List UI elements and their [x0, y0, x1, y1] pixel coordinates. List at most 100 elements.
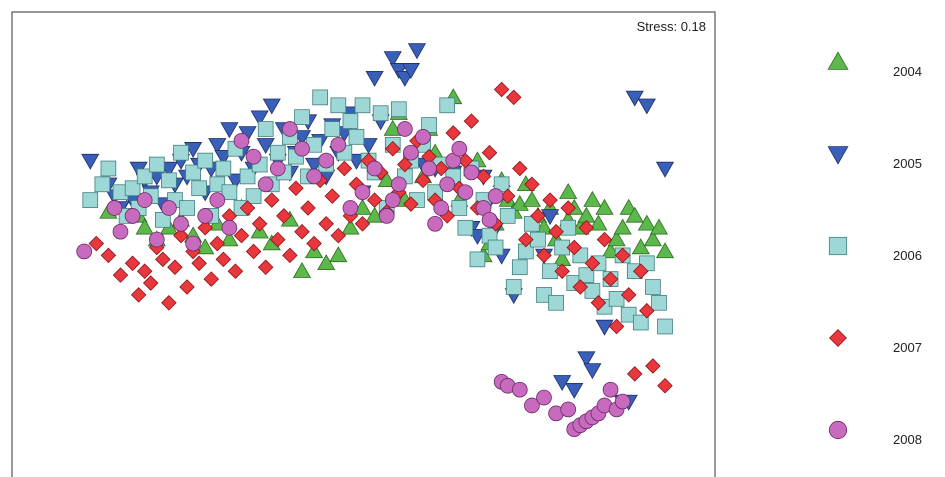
data-point-2008: [161, 200, 177, 216]
data-point-2005: [565, 382, 584, 399]
data-point-2008: [536, 389, 552, 406]
data-point-2007: [167, 259, 183, 276]
data-point-2005: [220, 122, 239, 139]
data-point-2006: [257, 121, 274, 137]
data-point-2008: [390, 176, 407, 193]
data-point-2008: [294, 140, 310, 157]
data-point-2008: [457, 184, 474, 201]
data-point-2008: [197, 208, 214, 224]
data-point-2005: [208, 138, 227, 155]
data-point-2006: [191, 180, 207, 197]
data-point-2006: [560, 219, 577, 236]
data-point-2006: [148, 156, 165, 173]
data-point-2006: [94, 176, 111, 193]
data-point-2005: [347, 153, 366, 170]
data-point-2008: [185, 235, 201, 252]
data-point-2006: [584, 283, 601, 299]
data-point-2007: [620, 287, 637, 303]
data-point-2004: [589, 214, 608, 231]
data-point-2004: [613, 218, 632, 235]
data-point-2008: [209, 192, 226, 208]
data-point-2008: [487, 188, 504, 204]
data-point-2006: [342, 113, 359, 129]
data-point-2007: [239, 200, 256, 216]
data-point-2005: [359, 138, 378, 155]
data-point-2004: [607, 230, 626, 247]
data-point-2007: [233, 227, 250, 244]
data-point-2008: [463, 164, 480, 181]
data-point-2007: [493, 81, 510, 98]
data-point-2008: [511, 381, 528, 398]
data-point-2007: [505, 89, 522, 106]
data-point-2004: [220, 230, 239, 247]
data-point-2008: [481, 212, 498, 228]
data-point-2008: [221, 219, 238, 236]
data-point-2007: [584, 255, 601, 272]
data-point-2008: [269, 160, 286, 177]
data-point-2007: [602, 271, 619, 287]
legend-item-2004: 2004: [827, 51, 922, 79]
data-point-2008: [124, 208, 141, 224]
data-point-2005: [655, 161, 675, 178]
data-point-2008: [233, 133, 250, 149]
data-point-2007: [336, 160, 353, 177]
data-point-2006: [324, 121, 341, 137]
data-point-2007: [155, 251, 171, 268]
data-point-2008: [354, 184, 371, 201]
data-point-2007: [614, 247, 631, 264]
data-point-2008: [384, 192, 401, 208]
legend-label-2004: 2004: [893, 64, 922, 79]
data-point-2008: [397, 121, 413, 137]
data-point-2006: [124, 180, 141, 197]
data-point-2005: [159, 161, 178, 178]
data-point-2008: [173, 215, 189, 232]
data-point-2006: [578, 267, 595, 283]
data-point-2005: [468, 228, 487, 245]
data-point-2007: [130, 287, 147, 303]
data-point-2006: [197, 152, 214, 169]
data-point-2005: [553, 375, 572, 392]
data-point-2006: [312, 89, 328, 106]
data-point-2004: [329, 246, 348, 263]
data-point-2004: [631, 238, 650, 255]
data-point-2007: [270, 231, 286, 248]
data-point-2006: [209, 176, 226, 193]
data-point-2005: [625, 90, 644, 107]
data-point-2006: [269, 144, 286, 161]
data-point-2005: [81, 153, 100, 170]
data-point-2007: [512, 160, 528, 177]
data-point-2007: [282, 247, 298, 264]
data-point-2007: [136, 263, 153, 279]
data-point-2007: [112, 267, 129, 283]
data-point-2005: [583, 363, 602, 380]
data-point-2007: [209, 235, 226, 252]
data-point-2008: [378, 208, 395, 224]
data-point-2006: [451, 200, 468, 216]
data-point-2006: [185, 164, 201, 181]
data-point-2006: [100, 160, 117, 177]
data-point-2007: [263, 192, 280, 208]
data-point-2005: [184, 142, 203, 158]
legend-marker-2005: [827, 146, 849, 165]
data-point-2008: [427, 215, 443, 232]
data-point-2006: [632, 314, 649, 331]
data-point-2006: [239, 168, 256, 185]
data-point-2008: [602, 381, 619, 398]
data-point-2008: [136, 192, 153, 208]
data-point-2008: [106, 200, 123, 216]
data-point-2006: [511, 259, 528, 276]
data-point-2007: [572, 279, 589, 295]
data-point-2008: [148, 231, 165, 248]
legend-item-2007: 2007: [829, 329, 922, 355]
data-point-2008: [112, 223, 129, 240]
data-point-2006: [505, 279, 522, 295]
data-point-2007: [578, 219, 595, 236]
data-point-2004: [317, 254, 336, 271]
data-point-2007: [330, 227, 347, 244]
data-point-2007: [590, 295, 607, 311]
data-point-2004: [341, 218, 360, 235]
data-point-2008: [318, 152, 335, 169]
data-point-2006: [82, 192, 99, 208]
data-point-2007: [536, 247, 552, 264]
